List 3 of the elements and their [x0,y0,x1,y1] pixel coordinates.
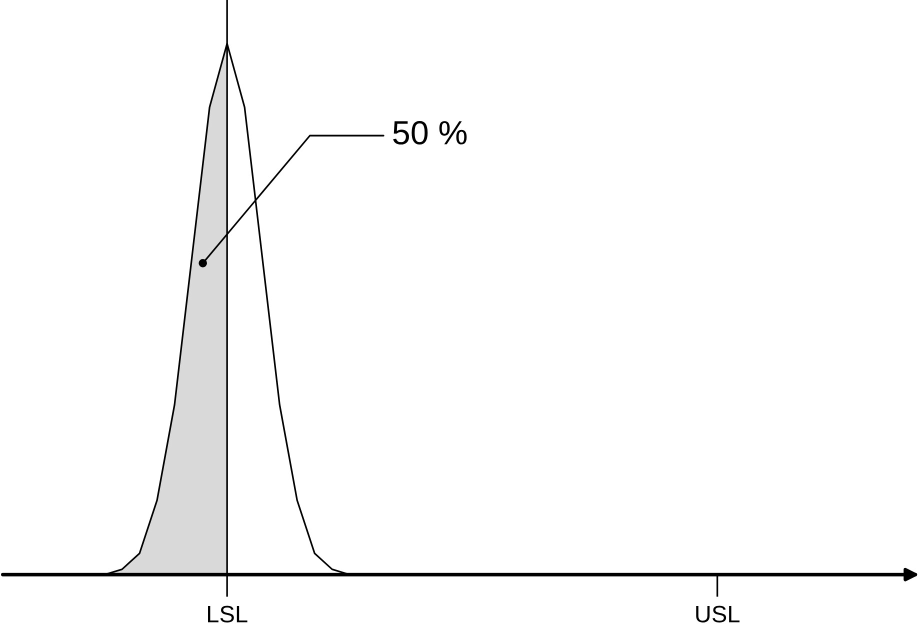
annotation: 50 % [393,120,467,145]
x-tick-label: USL [696,606,740,623]
x-tick-label: LSL [208,606,248,623]
